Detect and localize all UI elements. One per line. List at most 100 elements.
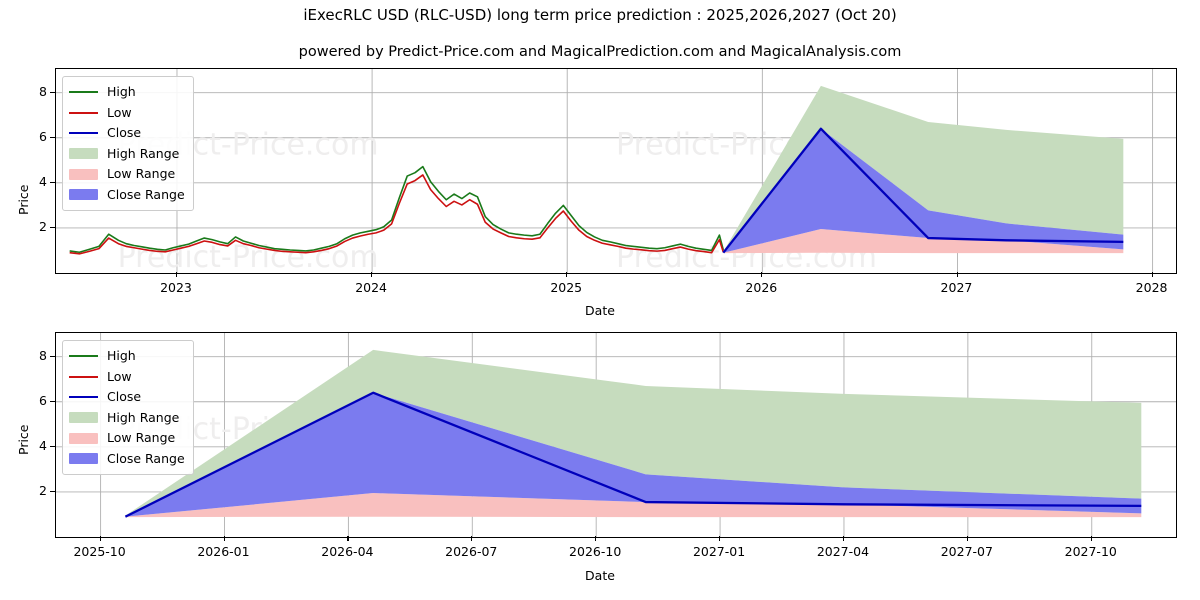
low-price-line xyxy=(69,174,725,255)
x-axis-tick-label: 2025-10 xyxy=(73,544,126,559)
top-chart-legend-item-3[interactable]: High Range xyxy=(69,144,185,165)
legend-item-label: High Range xyxy=(107,409,180,425)
bottom-chart-legend-item-2[interactable]: Close xyxy=(69,387,185,408)
page-subtitle: powered by Predict-Price.com and Magical… xyxy=(298,44,902,60)
high-range-band xyxy=(125,349,1142,517)
legend-item-label: High xyxy=(107,84,136,99)
x-axis-tick-mark xyxy=(471,536,473,541)
y-axis-tick-label: 4 xyxy=(39,173,47,189)
x-axis-tick-label: 2027-01 xyxy=(692,544,746,559)
legend-item-label: Close Range xyxy=(107,450,185,466)
low-range-band xyxy=(723,229,1124,254)
bottom-chart: Price Predict-Price.comPredict-Price.com… xyxy=(0,320,1200,600)
legend-item-label: Low Range xyxy=(107,430,176,445)
y-axis-tick-label: 8 xyxy=(39,347,47,363)
x-axis-tick-mark xyxy=(99,536,101,541)
y-axis-tick-label: 6 xyxy=(39,128,47,144)
x-axis-tick-label: 2026-10 xyxy=(569,544,622,559)
y-axis-tick-label: 8 xyxy=(39,83,47,99)
x-axis-tick-mark xyxy=(371,272,373,277)
top-chart-legend: High Low Close High Range Low Range Close Ran… xyxy=(62,76,194,211)
x-axis-tick-mark xyxy=(761,272,763,277)
y-axis-tick-mark xyxy=(50,181,55,183)
high-range-band xyxy=(723,85,1124,253)
x-axis-tick-mark xyxy=(1151,272,1153,277)
legend-line-swatch-icon xyxy=(69,396,98,399)
legend-item-label: Low Range xyxy=(107,166,176,181)
legend-line-swatch-icon xyxy=(69,375,98,378)
bottom-chart-legend-item-3[interactable]: High Range xyxy=(69,408,185,429)
top-chart-plot-area: Predict-Price.com Predict-Price.com Predic… xyxy=(55,68,1177,274)
x-axis-tick-mark xyxy=(595,536,597,541)
legend-item-label: Close Range xyxy=(107,186,185,202)
y-axis-tick-mark xyxy=(50,226,55,229)
top-chart: Price Predict-Price.com Predict-Price.com… xyxy=(16,68,1177,318)
legend-item-label: High xyxy=(107,348,136,363)
y-axis-tick-mark xyxy=(50,355,55,357)
y-axis-tick-label: 2 xyxy=(39,482,47,498)
x-axis-tick-mark xyxy=(843,536,845,541)
legend-item-label: Close xyxy=(107,125,142,140)
legend-line-swatch-icon xyxy=(69,132,98,135)
y-axis-tick-mark xyxy=(50,136,55,138)
y-axis-tick-label: 4 xyxy=(39,437,47,453)
top-chart-legend-item-1[interactable]: Low xyxy=(69,103,185,124)
low-range-band xyxy=(125,493,1142,518)
bottom-chart-x-axis-label: Date xyxy=(585,568,615,583)
top-chart-legend-item-5[interactable]: Close Range xyxy=(69,185,185,206)
page-title: iExecRLC USD (RLC-USD) long term price p… xyxy=(303,6,897,24)
legend-patch-swatch-icon xyxy=(69,168,98,180)
x-axis-tick-label: 2026-04 xyxy=(321,544,374,559)
x-axis-tick-label: 2023 xyxy=(160,280,192,295)
legend-item-label: Low xyxy=(107,104,132,120)
top-chart-x-axis-label: Date xyxy=(585,303,615,318)
close-range-band xyxy=(125,392,1142,517)
top-chart-legend-item-2[interactable]: Close xyxy=(69,123,185,144)
x-axis-tick-mark xyxy=(1090,536,1092,541)
x-axis-tick-label: 2028 xyxy=(1135,280,1168,295)
x-axis-tick-label: 2027-10 xyxy=(1064,544,1117,559)
x-axis-tick-label: 2026 xyxy=(745,280,778,295)
legend-line-swatch-icon xyxy=(69,355,98,358)
legend-item-label: Close xyxy=(107,389,142,404)
x-axis-tick-mark xyxy=(719,536,721,541)
top-chart-legend-item-0[interactable]: High xyxy=(69,82,185,103)
x-axis-tick-label: 2027-04 xyxy=(816,544,870,559)
x-axis-tick-mark xyxy=(566,272,568,277)
legend-item-label: High Range xyxy=(107,145,180,161)
y-axis-tick-mark xyxy=(50,91,55,93)
bottom-chart-legend-item-0[interactable]: High xyxy=(69,346,185,367)
top-chart-canvas: Predict-Price.com Predict-Price.comPredic… xyxy=(56,69,1176,273)
bottom-chart-legend-item-4[interactable]: Low Range xyxy=(69,428,185,449)
top-chart-legend-item-4[interactable]: Low Range xyxy=(69,164,185,185)
bottom-chart-legend-item-5[interactable]: Close Range xyxy=(69,449,185,470)
x-axis-tick-mark xyxy=(347,536,349,541)
top-chart-y-axis-label: Price xyxy=(16,184,31,216)
x-axis-tick-mark xyxy=(956,272,958,277)
close-range-band xyxy=(723,128,1124,253)
legend-patch-swatch-icon xyxy=(69,148,98,160)
legend-patch-swatch-icon xyxy=(69,189,98,201)
legend-item-label: Low xyxy=(107,368,132,384)
x-axis-tick-mark xyxy=(966,536,969,541)
x-axis-tick-mark xyxy=(223,536,225,541)
legend-line-swatch-icon xyxy=(69,111,98,114)
close-forecast-line xyxy=(722,127,1124,254)
legend-line-swatch-icon xyxy=(69,91,98,94)
close-forecast-line xyxy=(124,391,1142,518)
high-price-line xyxy=(69,165,725,254)
legend-patch-swatch-icon xyxy=(69,432,98,444)
x-axis-tick-mark xyxy=(176,272,178,277)
bottom-chart-legend-item-1[interactable]: Low xyxy=(69,367,185,388)
bottom-chart-legend: High Low Close High Range Low Range Close Ran… xyxy=(62,340,194,475)
legend-patch-swatch-icon xyxy=(69,453,98,465)
y-axis-tick-label: 2 xyxy=(39,218,47,234)
y-axis-tick-mark xyxy=(50,445,55,447)
x-axis-tick-label: 2026-01 xyxy=(197,544,250,559)
legend-patch-swatch-icon xyxy=(69,412,98,424)
y-axis-tick-label: 6 xyxy=(39,392,47,408)
y-axis-tick-mark xyxy=(50,400,55,402)
